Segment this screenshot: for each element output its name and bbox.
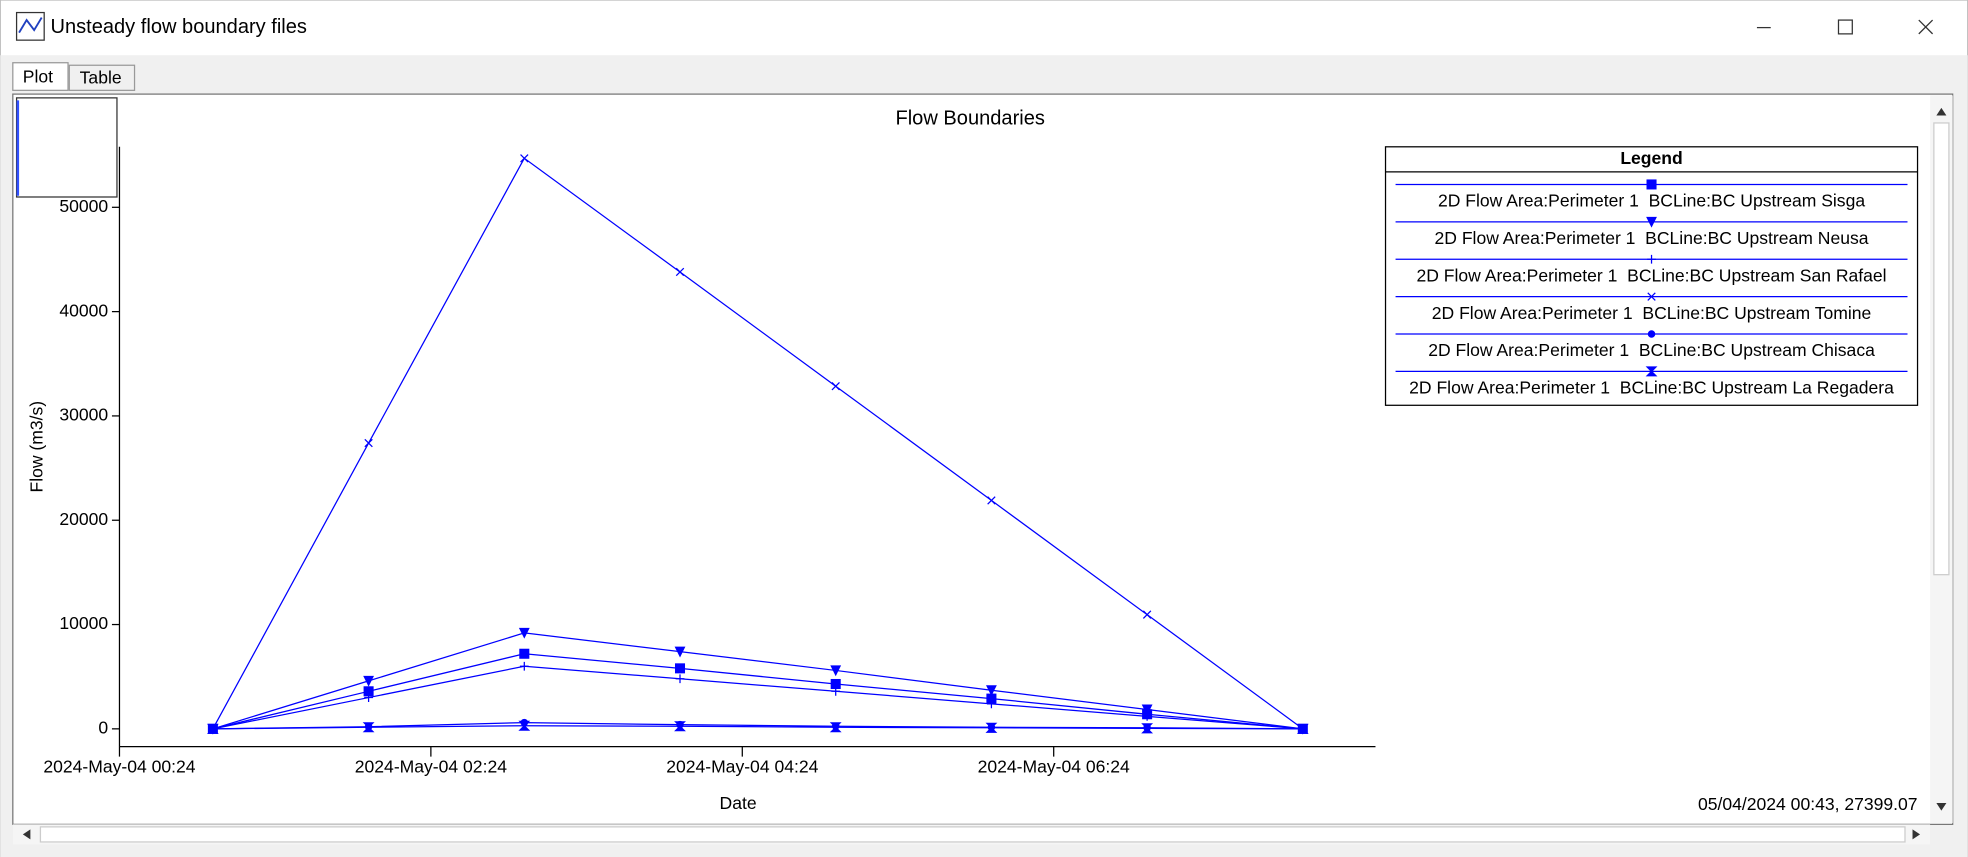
y-tick-label: 30000 bbox=[59, 405, 108, 425]
legend-marker bbox=[1647, 330, 1656, 338]
marker bbox=[1142, 711, 1152, 721]
marker bbox=[674, 663, 686, 674]
legend-label: 2D Flow Area:Perimeter 1 BCLine:BC Upstr… bbox=[1435, 228, 1869, 248]
tab-plot[interactable] bbox=[12, 62, 69, 91]
marker bbox=[518, 720, 531, 731]
app-icon-graph bbox=[18, 17, 43, 34]
legend-label: 2D Flow Area:Perimeter 1 BCLine:BC Upstr… bbox=[1416, 265, 1886, 285]
marker bbox=[1141, 723, 1154, 734]
marker bbox=[831, 686, 841, 696]
x-tick-label: 2024-May-04 06:24 bbox=[978, 757, 1130, 777]
y-axis-label: Flow (m3/s) bbox=[27, 401, 47, 493]
y-tick-label: 50000 bbox=[59, 196, 108, 216]
legend-marker bbox=[1647, 254, 1656, 264]
marker bbox=[830, 665, 842, 677]
legend-marker bbox=[1645, 366, 1658, 377]
series-line bbox=[212, 157, 1304, 730]
marker bbox=[520, 154, 529, 163]
close-button[interactable] bbox=[1918, 19, 1934, 35]
marker bbox=[829, 722, 842, 733]
series-line bbox=[212, 725, 1303, 730]
marker bbox=[519, 648, 530, 659]
marker bbox=[364, 438, 373, 448]
window-title: Unsteady flow boundary files bbox=[50, 16, 306, 38]
marker bbox=[831, 381, 840, 391]
marker bbox=[987, 699, 996, 709]
marker bbox=[518, 627, 530, 639]
marker bbox=[1141, 704, 1153, 716]
marker bbox=[985, 722, 998, 733]
series-line bbox=[212, 665, 1303, 730]
legend-label: 2D Flow Area:Perimeter 1 BCLine:BC Upstr… bbox=[1409, 378, 1894, 398]
x-tick-label: 2024-May-04 00:24 bbox=[43, 757, 195, 777]
series-line bbox=[212, 632, 1303, 730]
tab-label[interactable]: Table bbox=[80, 68, 122, 88]
marker bbox=[363, 675, 375, 687]
marker bbox=[206, 723, 219, 734]
marker bbox=[675, 267, 685, 277]
marker bbox=[986, 685, 997, 697]
tab-table[interactable] bbox=[68, 64, 136, 91]
legend-marker bbox=[1646, 216, 1657, 228]
scroll-thumb[interactable] bbox=[39, 826, 1906, 843]
legend-label: 2D Flow Area:Perimeter 1 BCLine:BC Upstr… bbox=[1438, 191, 1865, 211]
legend-marker bbox=[1646, 179, 1657, 190]
marker bbox=[987, 496, 996, 505]
y-tick-label: 20000 bbox=[59, 509, 108, 529]
scroll-thumb[interactable] bbox=[1933, 122, 1950, 576]
marker bbox=[364, 693, 373, 702]
marker bbox=[362, 722, 375, 733]
marker bbox=[674, 721, 686, 732]
legend-label: 2D Flow Area:Perimeter 1 BCLine:BC Upstr… bbox=[1428, 340, 1875, 360]
marker bbox=[674, 646, 686, 658]
x-tick-label: 2024-May-04 04:24 bbox=[666, 757, 818, 777]
marker bbox=[519, 661, 529, 671]
overview-thumbnail[interactable] bbox=[15, 97, 118, 198]
chart-title: Flow Boundaries bbox=[895, 107, 1044, 129]
marker bbox=[675, 674, 685, 684]
marker bbox=[1142, 610, 1152, 619]
y-tick-label: 40000 bbox=[59, 300, 108, 320]
maximize-button[interactable] bbox=[1837, 19, 1853, 35]
x-axis-label: Date bbox=[720, 793, 757, 813]
legend-marker bbox=[1647, 292, 1656, 301]
legend-label: 2D Flow Area:Perimeter 1 BCLine:BC Upstr… bbox=[1432, 303, 1872, 323]
x-tick-label: 2024-May-04 02:24 bbox=[355, 757, 507, 777]
status-text: 05/04/2024 00:43, 27399.07 bbox=[1698, 794, 1918, 814]
legend-box bbox=[1384, 146, 1919, 406]
marker bbox=[1296, 723, 1309, 734]
y-tick-label: 0 bbox=[98, 717, 108, 737]
legend-title: Legend bbox=[1620, 148, 1682, 168]
y-tick-label: 10000 bbox=[59, 613, 108, 633]
series-line bbox=[212, 653, 1303, 730]
tab-label[interactable]: Plot bbox=[23, 66, 53, 86]
